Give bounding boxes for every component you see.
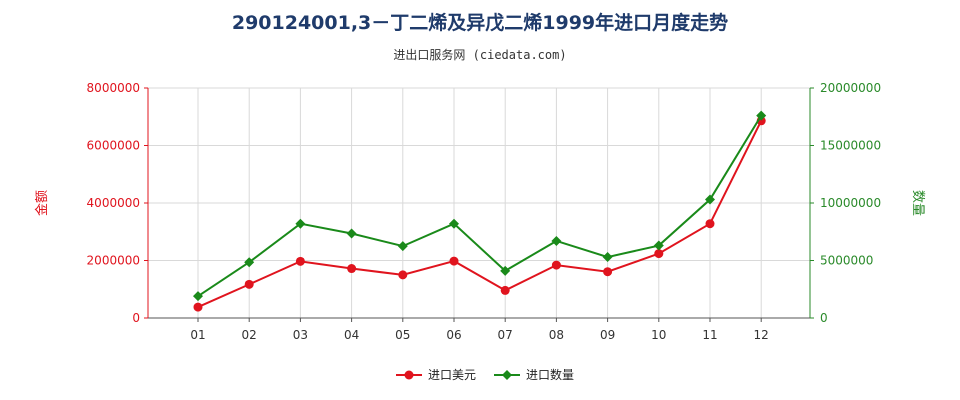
y-left-tick-label: 2000000 — [87, 254, 140, 268]
series-usd-point — [398, 270, 408, 280]
x-tick-label: 01 — [190, 328, 205, 342]
legend-swatch-marker — [502, 370, 512, 380]
y-axis-right-label: 数量 — [910, 190, 925, 216]
x-tick-label: 09 — [600, 328, 615, 342]
legend-label: 进口数量 — [526, 367, 574, 382]
y-left-tick-label: 6000000 — [87, 139, 140, 153]
series-usd-point — [449, 256, 459, 266]
x-tick-label: 07 — [498, 328, 513, 342]
series-quantity-point — [244, 257, 255, 268]
series-usd-point — [551, 260, 561, 270]
series-quantity-line — [197, 115, 763, 297]
series-quantity-point — [653, 240, 664, 251]
y-right-tick-label: 10000000 — [820, 196, 881, 210]
x-tick-label: 08 — [549, 328, 564, 342]
series-usd-point — [705, 219, 715, 229]
y-left-tick-label: 0 — [132, 311, 140, 325]
x-tick-label: 05 — [395, 328, 410, 342]
series-usd-point — [244, 279, 254, 289]
series-usd-point — [193, 302, 203, 312]
series-usd-point — [654, 249, 664, 259]
x-tick-label: 12 — [754, 328, 769, 342]
y-left-tick-label: 8000000 — [87, 81, 140, 95]
series-usd-point — [347, 264, 357, 274]
y-right-tick-label: 0 — [820, 311, 828, 325]
series-usd-point — [295, 256, 305, 266]
series-usd-point — [603, 267, 613, 277]
axes: 0 0 2000000 5000000 4000000 10000000 6000000 15… — [87, 81, 882, 342]
series-quantity-point — [346, 228, 357, 239]
x-tick-label: 11 — [702, 328, 717, 342]
series-usd-point — [500, 285, 510, 295]
y-right-tick-label: 15000000 — [820, 139, 881, 153]
series-quantity-point — [551, 235, 562, 246]
y-right-tick-label: 20000000 — [820, 81, 881, 95]
series-quantity-point — [705, 194, 715, 205]
series-quantity-point — [756, 110, 767, 121]
series-quantity-point — [602, 252, 613, 263]
y-axis-left-label: 金额 — [34, 190, 50, 216]
series-quantity-point — [193, 291, 203, 302]
x-tick-label: 06 — [446, 328, 461, 342]
y-left-tick-label: 4000000 — [87, 196, 140, 210]
x-tick-label: 10 — [651, 328, 666, 342]
x-tick-label: 02 — [242, 328, 257, 342]
legend: 进口美元 进口数量 — [396, 367, 574, 382]
series-quantity-point — [397, 241, 408, 252]
chart-title: 290124001,3－丁二烯及异戊二烯1999年进口月度走势 — [231, 12, 729, 34]
series-quantity-point — [295, 218, 306, 229]
series-usd-line — [197, 120, 763, 308]
series-quantity-point — [500, 265, 511, 276]
x-tick-label: 04 — [344, 328, 359, 342]
series-quantity-point — [449, 218, 459, 229]
x-tick-label: 03 — [293, 328, 308, 342]
legend-label: 进口美元 — [428, 368, 476, 382]
legend-swatch-marker — [404, 370, 414, 380]
chart-subtitle: 进出口服务网 (ciedata.com) — [393, 48, 567, 62]
series-layer — [193, 110, 767, 312]
y-right-tick-label: 5000000 — [820, 254, 873, 268]
